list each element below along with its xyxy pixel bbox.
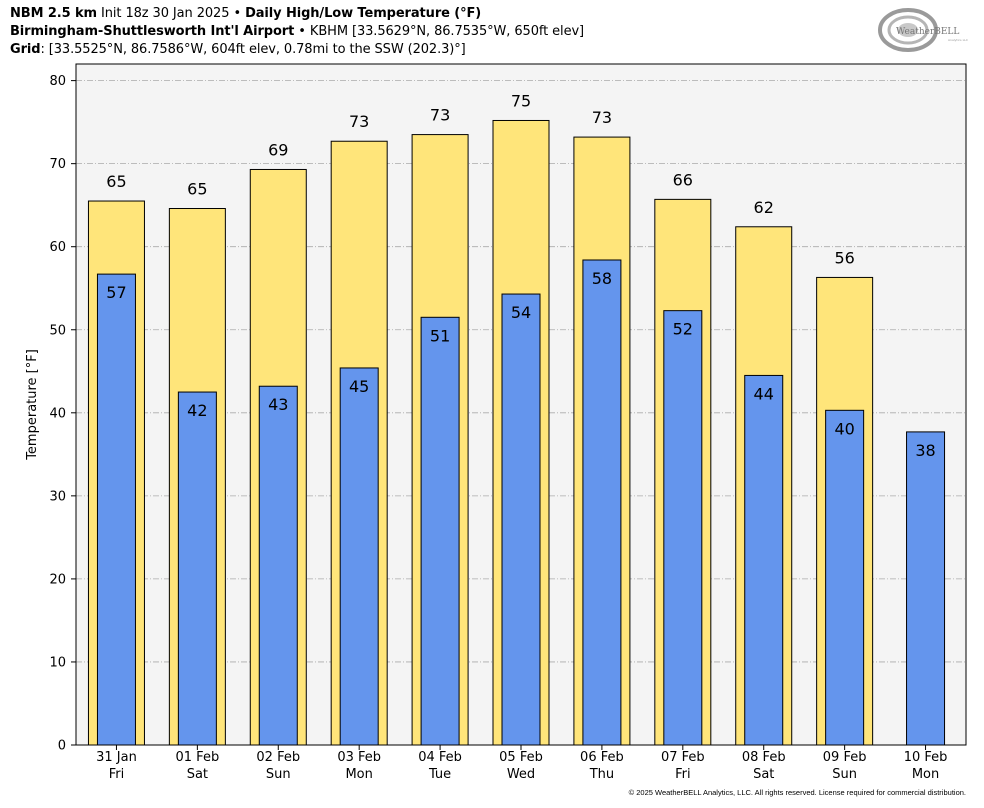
x-day-label: Sun xyxy=(832,767,857,782)
high-value-label: 73 xyxy=(430,106,450,125)
grid-info: [33.5525°N, 86.7586°W, 604ft elev, 0.78m… xyxy=(48,42,466,57)
low-value-label: 38 xyxy=(915,441,935,460)
y-tick-label: 70 xyxy=(49,157,66,172)
x-date-label: 09 Feb xyxy=(823,750,867,765)
x-day-label: Wed xyxy=(507,767,535,782)
high-value-label: 69 xyxy=(268,140,288,159)
x-day-label: Mon xyxy=(912,767,939,782)
x-date-label: 01 Feb xyxy=(176,750,220,765)
y-tick-label: 80 xyxy=(49,74,66,89)
x-date-label: 03 Feb xyxy=(337,750,381,765)
high-value-label: 73 xyxy=(349,112,369,131)
x-day-label: Sun xyxy=(266,767,291,782)
low-bar xyxy=(582,259,622,746)
x-day-label: Tue xyxy=(428,767,451,782)
x-date-label: 04 Feb xyxy=(418,750,462,765)
logo-subtext: Analytics LLC xyxy=(948,38,968,42)
high-value-label: 66 xyxy=(673,170,693,189)
low-value-label: 52 xyxy=(673,320,693,339)
low-value-label: 40 xyxy=(834,419,854,438)
x-date-label: 31 Jan xyxy=(96,750,137,765)
y-tick-label: 40 xyxy=(49,406,66,421)
low-value-label: 51 xyxy=(430,326,450,345)
low-bar xyxy=(663,310,703,746)
low-value-label: 43 xyxy=(268,395,288,414)
low-value-label: 57 xyxy=(106,283,126,302)
logo-text: WeatherBELL xyxy=(896,27,959,37)
y-tick-label: 0 xyxy=(58,739,66,754)
separator: • xyxy=(233,6,242,21)
y-tick-label: 30 xyxy=(49,489,66,504)
low-bar xyxy=(96,273,136,746)
low-bar xyxy=(744,374,784,746)
separator: • xyxy=(298,24,306,39)
station-name: Birmingham-Shuttlesworth Int'l Airport xyxy=(10,24,295,39)
x-day-label: Sat xyxy=(187,767,208,782)
x-day-label: Fri xyxy=(109,767,125,782)
x-day-label: Fri xyxy=(675,767,691,782)
high-value-label: 62 xyxy=(754,198,774,217)
high-value-label: 65 xyxy=(187,180,207,199)
low-value-label: 44 xyxy=(754,384,774,403)
low-value-label: 42 xyxy=(187,401,207,420)
low-bar xyxy=(501,293,541,746)
x-date-label: 02 Feb xyxy=(256,750,300,765)
low-value-label: 58 xyxy=(592,269,612,288)
x-day-label: Mon xyxy=(345,767,372,782)
x-date-label: 08 Feb xyxy=(742,750,786,765)
y-tick-label: 60 xyxy=(49,240,66,255)
low-bar xyxy=(906,431,946,746)
weatherbell-logo: WeatherBELL Analytics LLC xyxy=(878,8,968,52)
high-value-label: 65 xyxy=(106,172,126,191)
x-day-label: Sat xyxy=(753,767,774,782)
grid-label: Grid xyxy=(10,42,41,57)
low-bar xyxy=(825,409,865,746)
product-title: Daily High/Low Temperature (°F) xyxy=(245,6,482,21)
low-value-label: 45 xyxy=(349,377,369,396)
low-bar xyxy=(420,316,460,746)
low-value-label: 54 xyxy=(511,303,531,322)
station-info: KBHM [33.5629°N, 86.7535°W, 650ft elev] xyxy=(309,24,585,39)
y-tick-label: 50 xyxy=(49,323,66,338)
model-name: NBM 2.5 km xyxy=(10,6,97,21)
high-value-label: 73 xyxy=(592,108,612,127)
y-tick-label: 10 xyxy=(49,655,66,670)
x-date-label: 06 Feb xyxy=(580,750,624,765)
x-date-label: 05 Feb xyxy=(499,750,543,765)
header-line-2: Birmingham-Shuttlesworth Int'l Airport •… xyxy=(10,24,584,39)
high-value-label: 75 xyxy=(511,91,531,110)
y-tick-label: 20 xyxy=(49,572,66,587)
low-bar xyxy=(258,385,298,746)
plot-frame xyxy=(75,63,967,746)
y-axis-label: Temperature [°F] xyxy=(25,349,40,461)
copyright-notice: © 2025 WeatherBELL Analytics, LLC. All r… xyxy=(628,788,966,797)
header-line-1: NBM 2.5 km Init 18z 30 Jan 2025 • Daily … xyxy=(10,6,481,21)
low-bar xyxy=(339,367,379,746)
high-value-label: 56 xyxy=(834,248,854,267)
header-line-3: Grid: [33.5525°N, 86.7586°W, 604ft elev,… xyxy=(10,42,466,57)
x-date-label: 10 Feb xyxy=(904,750,948,765)
low-bar xyxy=(177,391,217,746)
init-time: Init 18z 30 Jan 2025 xyxy=(101,6,230,21)
x-date-label: 07 Feb xyxy=(661,750,705,765)
x-day-label: Thu xyxy=(589,767,614,782)
